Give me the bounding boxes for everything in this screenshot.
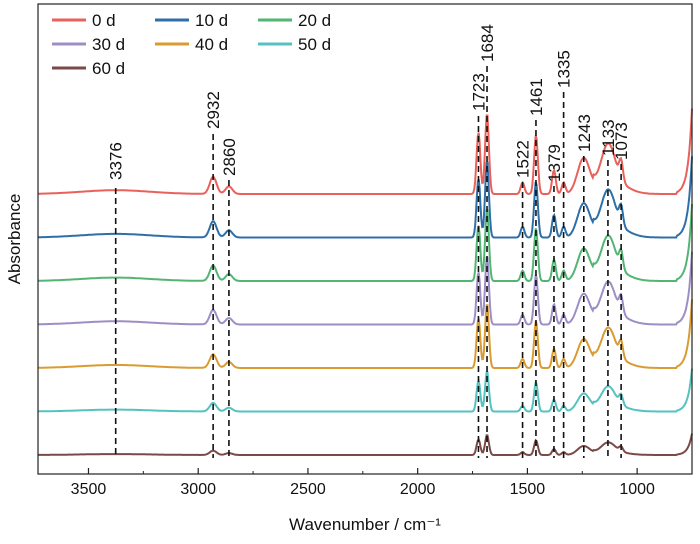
x-axis-ticks: 3500 3000 2500 2000 1500 1000 bbox=[71, 468, 693, 498]
peak-label: 2860 bbox=[220, 138, 239, 176]
x-tick-label: 1500 bbox=[510, 481, 546, 498]
plot-frame bbox=[37, 3, 693, 475]
peak-label: 3376 bbox=[107, 142, 126, 180]
legend-label: 40 d bbox=[195, 35, 228, 54]
x-tick-label: 3500 bbox=[71, 481, 107, 498]
series-line bbox=[38, 299, 693, 369]
peak-label: 1073 bbox=[612, 122, 631, 160]
x-tick-label: 2000 bbox=[400, 481, 436, 498]
series-line bbox=[37, 251, 693, 326]
peak-label: 1335 bbox=[555, 50, 574, 88]
peak-label: 1522 bbox=[514, 140, 533, 178]
x-axis-label: Wavenumber / cm⁻¹ bbox=[289, 515, 441, 534]
legend-label: 20 d bbox=[298, 11, 331, 30]
series-line bbox=[38, 433, 693, 456]
legend: 0 d 10 d 20 d 30 d 40 d 50 d 60 d bbox=[52, 11, 331, 78]
peak-label: 1723 bbox=[469, 73, 488, 111]
series-line bbox=[38, 203, 693, 282]
series-curves bbox=[37, 108, 693, 456]
peak-label: 2932 bbox=[204, 91, 223, 129]
peak-label: 1243 bbox=[575, 114, 594, 152]
legend-label: 60 d bbox=[92, 59, 125, 78]
x-tick-label: 1000 bbox=[619, 481, 655, 498]
legend-label: 30 d bbox=[92, 35, 125, 54]
series-line bbox=[37, 368, 693, 413]
peak-label: 1133 bbox=[599, 119, 618, 156]
peak-label: 1461 bbox=[527, 78, 546, 116]
legend-label: 0 d bbox=[92, 11, 116, 30]
x-tick-label: 3000 bbox=[180, 481, 216, 498]
peak-annotations: 3376 2932 2860 1723 1684 1522 1461 1379 1335 1243… bbox=[107, 24, 631, 458]
y-axis-label: Absorbance bbox=[5, 194, 24, 285]
series-line bbox=[38, 156, 693, 239]
peak-label: 1684 bbox=[478, 24, 497, 62]
x-tick-label: 2500 bbox=[290, 481, 326, 498]
series-line bbox=[38, 108, 693, 195]
legend-label: 10 d bbox=[195, 11, 228, 30]
legend-label: 50 d bbox=[298, 35, 331, 54]
peak-label: 1379 bbox=[545, 144, 564, 182]
